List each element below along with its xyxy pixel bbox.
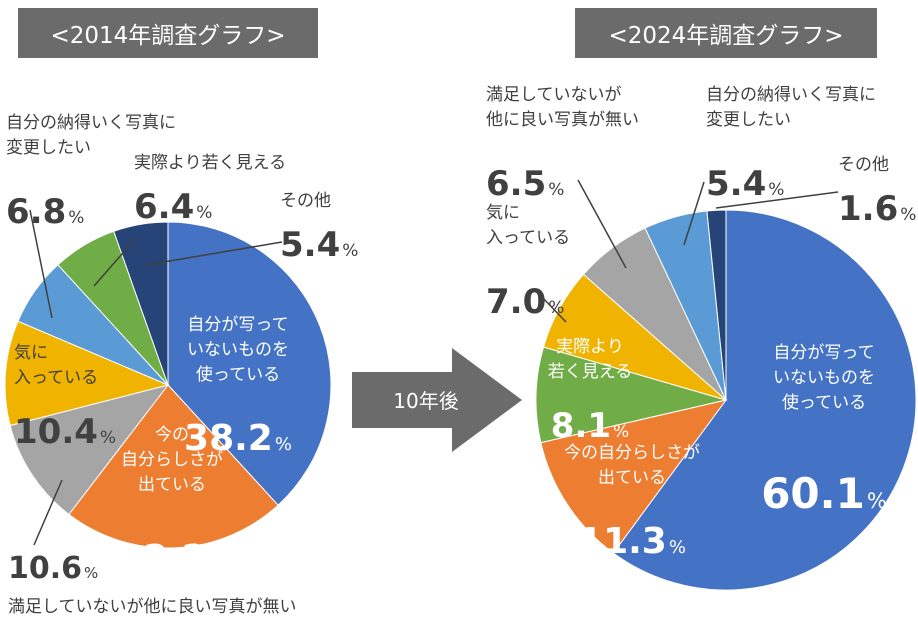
slice-label-1-0-2: 使っている <box>782 392 866 413</box>
slice-value-1-0: 60.1% <box>761 469 887 518</box>
left-title-badge <box>18 8 318 58</box>
slice-label-1-4-0: 満足していないが <box>486 85 622 105</box>
pie-0-slice-1 <box>68 384 279 549</box>
pie-0-slice-0 <box>167 221 332 506</box>
slice-label-0-2-0: 満足していないが他に良い写真が無い <box>8 597 297 617</box>
pie-0-slice-6 <box>113 221 169 386</box>
arrow-shape <box>352 348 522 452</box>
slice-label-0-4-1: 変更したい <box>6 138 91 158</box>
pie-1-slice-1 <box>540 399 728 554</box>
slice-value-0-2: 10.6% <box>8 551 98 586</box>
slice-value-0-1: 22.2% <box>118 538 226 579</box>
slice-value-0-6: 5.4% <box>280 225 358 265</box>
slice-label-1-5-1: 変更したい <box>706 110 791 130</box>
leader-line-0-5 <box>93 237 137 287</box>
slice-value-0-0: 38.2% <box>184 418 292 459</box>
pie-0-slice-2 <box>9 384 170 516</box>
slice-label-1-2-1: 若く見える <box>548 362 633 382</box>
leader-line-1-4 <box>577 179 627 269</box>
slice-value-1-1: 11.3% <box>578 521 686 562</box>
pie-2014 <box>4 221 332 549</box>
arrow-label: 10年後 <box>393 389 458 413</box>
slice-label-1-2-0: 実際より <box>556 337 624 357</box>
slice-label-0-3-1: 入っている <box>14 368 98 388</box>
slice-label-1-1-1: 出ている <box>598 468 666 488</box>
slice-value-1-4: 6.5% <box>486 164 564 204</box>
slice-value-0-3: 10.4% <box>14 412 116 452</box>
slice-label-0-1-1: 自分らしさが <box>121 450 223 470</box>
pie-0-slice-3 <box>4 320 170 427</box>
slice-label-0-1-2: 出ている <box>138 475 206 495</box>
left-chart-title: <2014年調査グラフ> <box>50 23 285 49</box>
slice-label-1-4-1: 他に良い写真が無い <box>486 110 639 130</box>
pie-1-slice-0 <box>612 209 917 591</box>
pie-1-slice-2 <box>535 346 728 444</box>
slice-value-1-2: 8.1% <box>551 406 629 446</box>
leader-line-0-6 <box>145 241 283 266</box>
slice-value-0-5: 6.4% <box>134 187 212 227</box>
slice-value-1-3: 7.0% <box>486 282 564 322</box>
slice-label-0-0-1: いないものを <box>187 340 289 360</box>
slice-label-0-5-0: 実際より若く見える <box>134 153 286 173</box>
pie-2024 <box>535 209 917 591</box>
leader-line-1-3 <box>539 294 567 323</box>
leader-line-1-6 <box>715 191 839 209</box>
slice-label-0-3-0: 気に <box>14 343 48 363</box>
slice-value-0-4: 6.8% <box>6 192 84 232</box>
pie-1-slice-6 <box>706 209 727 401</box>
leader-line-1-5 <box>683 181 705 246</box>
slice-label-1-0-0: 自分が写って <box>773 343 874 363</box>
leader-line-0-4 <box>29 209 53 319</box>
slice-label-1-1-0: 今の自分らしさが <box>564 443 700 463</box>
slice-label-1-0-1: いないものを <box>773 368 875 388</box>
slice-label-0-4-0: 自分の納得いく写真に <box>6 113 176 133</box>
slice-label-1-3-0: 気に <box>486 203 520 223</box>
right-chart-title: <2024年調査グラフ> <box>608 23 843 49</box>
slice-label-1-3-1: 入っている <box>486 228 570 248</box>
leader-line-0-2 <box>33 479 63 546</box>
slice-value-1-5: 5.4% <box>706 164 784 204</box>
slice-label-0-6-0: その他 <box>280 191 331 211</box>
slice-value-1-6: 1.6% <box>838 189 916 229</box>
slice-label-0-0-2: 使っている <box>196 364 280 385</box>
slice-label-0-0-0: 自分が写って <box>187 315 288 335</box>
slice-label-0-1-0: 今の <box>155 425 189 445</box>
slice-label-1-6-0: その他 <box>838 155 889 175</box>
right-title-badge <box>575 8 877 58</box>
slice-label-1-5-0: 自分の納得いく写真に <box>706 85 876 105</box>
